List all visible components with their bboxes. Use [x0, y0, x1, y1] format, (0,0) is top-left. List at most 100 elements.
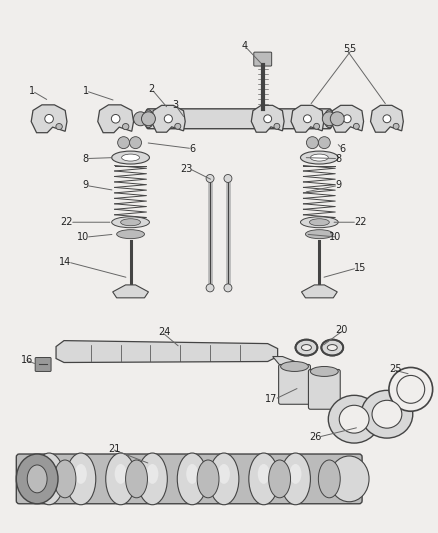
Ellipse shape — [313, 123, 319, 129]
Circle shape — [205, 174, 214, 182]
Circle shape — [129, 136, 141, 149]
Ellipse shape — [324, 110, 333, 128]
Ellipse shape — [111, 151, 149, 164]
Ellipse shape — [309, 219, 328, 225]
Ellipse shape — [310, 367, 337, 376]
Ellipse shape — [54, 460, 76, 498]
Circle shape — [133, 112, 147, 126]
Polygon shape — [56, 341, 277, 362]
Circle shape — [117, 136, 129, 149]
Ellipse shape — [186, 464, 198, 484]
Circle shape — [141, 112, 155, 126]
Ellipse shape — [268, 460, 290, 498]
Polygon shape — [151, 106, 185, 132]
Polygon shape — [98, 105, 133, 133]
Text: 9: 9 — [82, 181, 88, 190]
Ellipse shape — [300, 217, 337, 228]
Ellipse shape — [280, 453, 310, 505]
Polygon shape — [251, 106, 283, 132]
FancyBboxPatch shape — [278, 365, 310, 404]
Circle shape — [329, 112, 343, 126]
Text: 16: 16 — [21, 354, 33, 365]
Text: 25: 25 — [388, 365, 400, 375]
Circle shape — [45, 115, 53, 123]
Ellipse shape — [114, 464, 126, 484]
Ellipse shape — [66, 453, 95, 505]
Ellipse shape — [197, 460, 219, 498]
Text: 22: 22 — [353, 217, 366, 227]
Circle shape — [205, 284, 214, 292]
Ellipse shape — [305, 230, 332, 239]
FancyBboxPatch shape — [253, 52, 271, 66]
Ellipse shape — [106, 453, 135, 505]
Text: 6: 6 — [339, 143, 345, 154]
Ellipse shape — [122, 124, 129, 130]
Text: 21: 21 — [109, 444, 121, 454]
Ellipse shape — [289, 464, 301, 484]
Ellipse shape — [318, 460, 339, 498]
Ellipse shape — [111, 217, 149, 228]
Ellipse shape — [295, 340, 317, 356]
Polygon shape — [290, 106, 323, 132]
FancyBboxPatch shape — [146, 109, 331, 129]
Polygon shape — [330, 106, 363, 132]
Ellipse shape — [327, 345, 336, 351]
Text: 6: 6 — [189, 143, 195, 154]
Text: 1: 1 — [83, 86, 89, 96]
FancyBboxPatch shape — [16, 454, 361, 504]
Circle shape — [303, 115, 311, 123]
Text: 8: 8 — [82, 154, 88, 164]
Ellipse shape — [177, 453, 207, 505]
Circle shape — [223, 284, 231, 292]
Text: 17: 17 — [265, 394, 277, 405]
Circle shape — [164, 115, 172, 123]
Polygon shape — [301, 285, 336, 298]
Ellipse shape — [248, 453, 278, 505]
Ellipse shape — [75, 464, 87, 484]
Ellipse shape — [121, 154, 139, 161]
Ellipse shape — [310, 154, 328, 161]
Circle shape — [306, 136, 318, 149]
Ellipse shape — [34, 453, 64, 505]
Polygon shape — [272, 357, 297, 370]
Ellipse shape — [280, 361, 308, 372]
Ellipse shape — [218, 464, 230, 484]
Circle shape — [321, 112, 336, 126]
Text: 2: 2 — [148, 84, 154, 94]
Circle shape — [396, 375, 424, 403]
Circle shape — [318, 136, 329, 149]
FancyBboxPatch shape — [308, 369, 339, 409]
Text: 23: 23 — [180, 164, 192, 174]
Ellipse shape — [16, 454, 58, 504]
Ellipse shape — [137, 453, 167, 505]
Circle shape — [382, 115, 390, 123]
Text: 5: 5 — [348, 44, 355, 54]
Ellipse shape — [339, 405, 368, 433]
Text: 3: 3 — [172, 100, 178, 110]
Ellipse shape — [273, 123, 279, 129]
Circle shape — [388, 367, 432, 411]
Text: 15: 15 — [353, 263, 366, 273]
Circle shape — [111, 115, 120, 123]
Text: 10: 10 — [328, 232, 340, 242]
FancyBboxPatch shape — [35, 358, 51, 372]
Ellipse shape — [146, 464, 158, 484]
Ellipse shape — [117, 230, 144, 239]
Text: 24: 24 — [158, 327, 170, 337]
Ellipse shape — [43, 464, 55, 484]
Text: 8: 8 — [334, 154, 340, 164]
Ellipse shape — [56, 124, 62, 130]
Ellipse shape — [328, 395, 379, 443]
Polygon shape — [113, 285, 148, 298]
Ellipse shape — [371, 400, 401, 428]
Ellipse shape — [360, 390, 412, 438]
Text: 4: 4 — [241, 41, 247, 51]
Text: 10: 10 — [76, 232, 88, 242]
Ellipse shape — [300, 151, 337, 164]
Polygon shape — [370, 106, 403, 132]
Text: 9: 9 — [334, 181, 340, 190]
Ellipse shape — [353, 123, 358, 129]
Ellipse shape — [301, 345, 311, 351]
Ellipse shape — [143, 110, 153, 128]
Ellipse shape — [208, 453, 238, 505]
